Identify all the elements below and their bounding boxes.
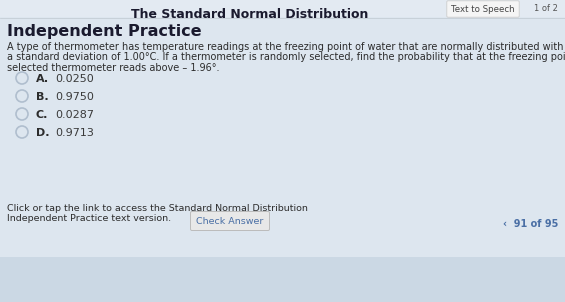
Text: The Standard Normal Distribution: The Standard Normal Distribution xyxy=(131,8,369,21)
Text: 0.9713: 0.9713 xyxy=(55,128,94,138)
Text: A type of thermometer has temperature readings at the freezing point of water th: A type of thermometer has temperature re… xyxy=(7,42,565,52)
Text: Independent Practice: Independent Practice xyxy=(7,24,202,39)
Text: Click or tap the link to access the Standard Normal Distribution: Click or tap the link to access the Stan… xyxy=(7,204,308,213)
FancyBboxPatch shape xyxy=(447,1,519,17)
Text: Check Answer: Check Answer xyxy=(196,217,264,226)
Text: C.: C. xyxy=(36,110,49,120)
FancyBboxPatch shape xyxy=(0,0,565,17)
Text: B.: B. xyxy=(36,92,49,102)
Text: 1 of 2: 1 of 2 xyxy=(534,4,558,13)
Text: ‹  91 of 95: ‹ 91 of 95 xyxy=(503,219,558,229)
Text: 0.0250: 0.0250 xyxy=(55,74,94,84)
Text: Text to Speech: Text to Speech xyxy=(451,5,515,14)
Text: 0.9750: 0.9750 xyxy=(55,92,94,102)
Text: a standard deviation of 1.00°C. If a thermometer is randomly selected, find the : a standard deviation of 1.00°C. If a the… xyxy=(7,53,565,63)
FancyBboxPatch shape xyxy=(0,257,565,302)
FancyBboxPatch shape xyxy=(190,211,270,230)
Text: selected thermometer reads above – 1.96°.: selected thermometer reads above – 1.96°… xyxy=(7,63,219,73)
Text: A.: A. xyxy=(36,74,49,84)
Text: Independent Practice text version.: Independent Practice text version. xyxy=(7,214,171,223)
Text: D.: D. xyxy=(36,128,50,138)
Text: 0.0287: 0.0287 xyxy=(55,110,94,120)
